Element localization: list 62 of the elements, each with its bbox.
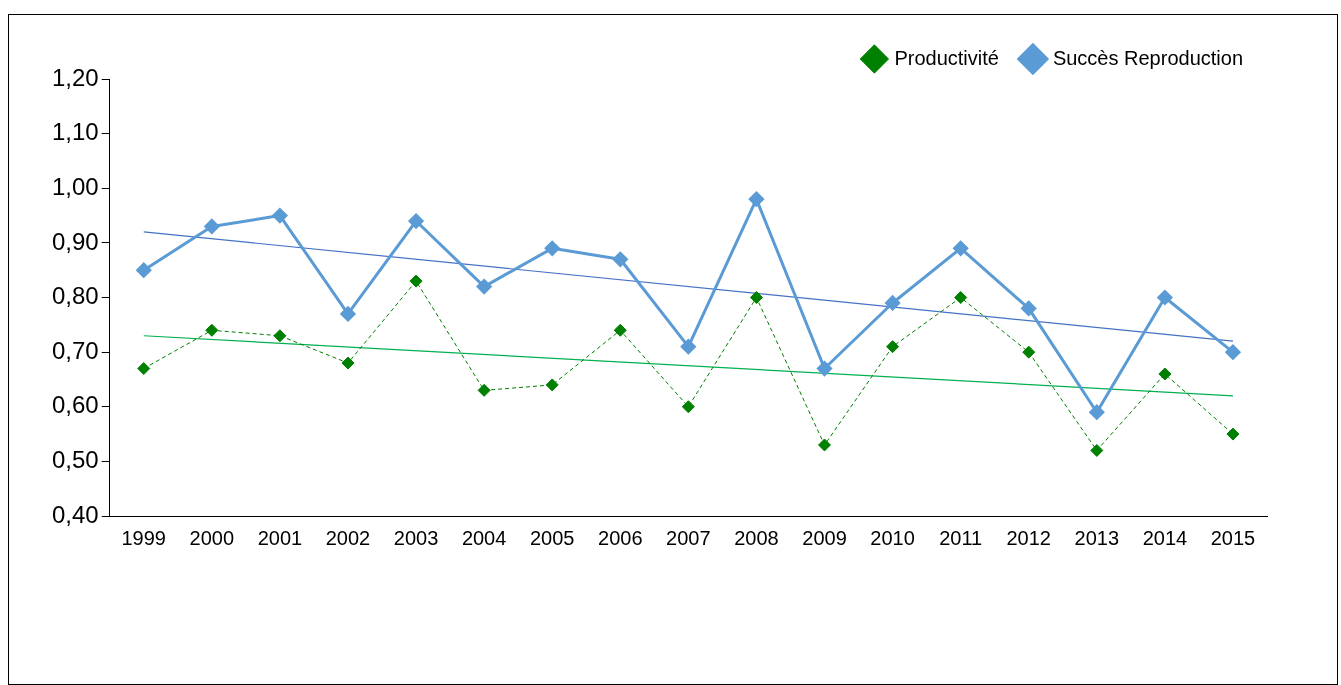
x-tick-label: 2010 (870, 526, 915, 549)
x-tick-label: 2000 (189, 526, 235, 549)
x-tick-label: 2005 (529, 526, 575, 549)
point (885, 295, 901, 311)
point (612, 251, 628, 267)
x-tick-label: 2009 (802, 526, 847, 549)
point (749, 291, 763, 304)
point (136, 262, 152, 278)
x-tick-label: 2006 (598, 526, 643, 549)
point (818, 438, 832, 452)
legend-label: Succès Reproduction (1052, 46, 1243, 69)
x-tick-label: 2013 (1074, 526, 1120, 549)
x-tick-label: 1999 (121, 526, 166, 549)
x-tick-label: 2012 (1006, 526, 1051, 549)
point (544, 240, 560, 256)
point (886, 340, 900, 354)
point (954, 291, 968, 304)
y-tick-label: 1,20 (51, 63, 99, 91)
point (409, 274, 423, 288)
point (1226, 427, 1240, 441)
x-tick-label: 2004 (461, 526, 507, 549)
x-tick-label: 2011 (939, 526, 983, 549)
point (340, 306, 356, 322)
point (1090, 443, 1104, 457)
point (953, 240, 969, 256)
x-tick-label: 2014 (1142, 526, 1188, 549)
y-tick-label: 0,90 (51, 227, 99, 255)
point (1225, 344, 1241, 360)
point (681, 400, 695, 414)
point (613, 323, 627, 337)
point (1022, 345, 1036, 359)
point (817, 361, 833, 377)
legend-label: Productivité (894, 46, 999, 69)
y-tick-label: 0,80 (51, 282, 99, 310)
x-tick-label: 2007 (666, 526, 711, 549)
y-tick-label: 1,00 (51, 172, 99, 200)
point (1158, 367, 1172, 381)
point (272, 208, 288, 224)
point (545, 378, 559, 392)
point (205, 323, 219, 337)
point (1157, 290, 1173, 305)
point (273, 329, 287, 343)
x-tick-label: 2008 (734, 526, 779, 549)
point (680, 339, 696, 355)
y-tick-label: 0,70 (51, 336, 99, 364)
y-tick-label: 1,10 (51, 118, 99, 146)
x-tick-label: 2015 (1210, 526, 1256, 549)
point (1021, 300, 1037, 316)
y-tick-label: 0,60 (51, 391, 99, 419)
y-tick-label: 0,50 (51, 446, 99, 473)
point (341, 356, 355, 370)
point (1089, 404, 1105, 420)
point (137, 362, 151, 376)
point (408, 213, 424, 229)
x-tick-label: 2003 (393, 526, 439, 549)
point (476, 279, 492, 295)
point (748, 191, 764, 207)
point (477, 383, 491, 397)
point (204, 218, 220, 234)
y-tick-label: 0,40 (51, 500, 99, 528)
x-tick-label: 2002 (325, 526, 371, 549)
x-tick-label: 2001 (257, 526, 303, 549)
